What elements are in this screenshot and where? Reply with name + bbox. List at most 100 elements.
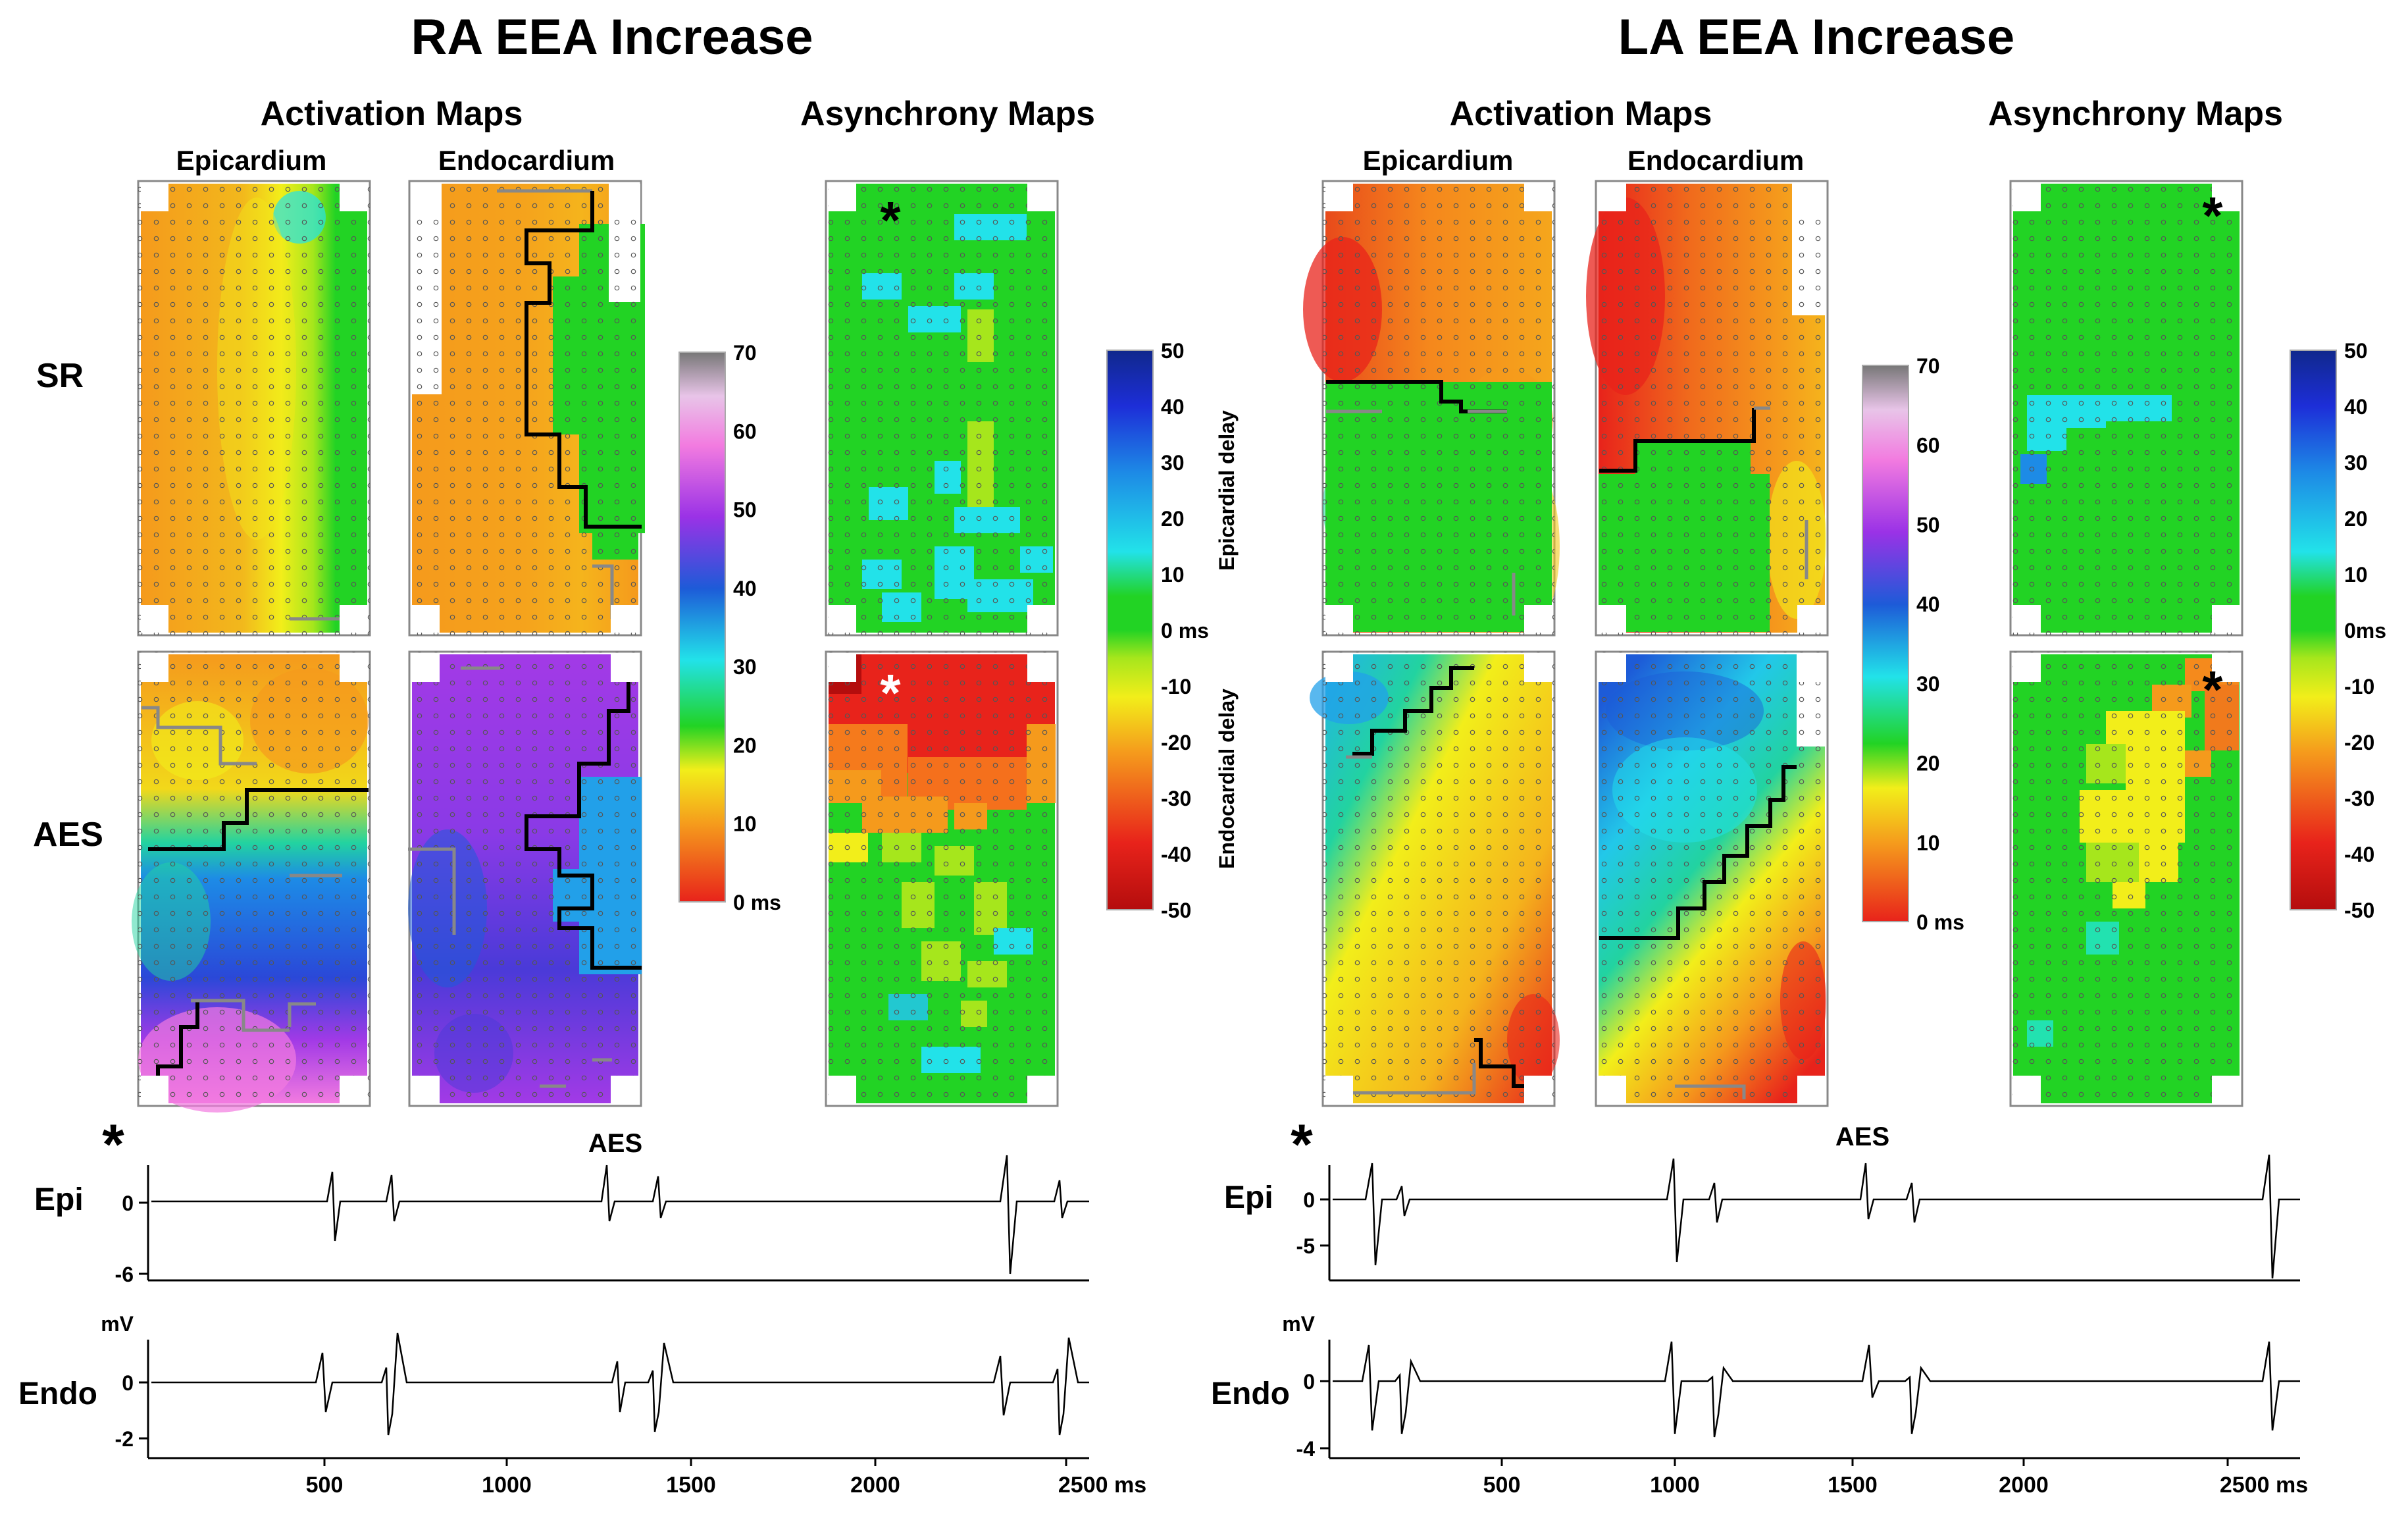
la-asynchrony-scale-tick-10: -50 [2344, 899, 2374, 922]
la-activation-scale: 70 60 50 40 30 20 10 0 ms [1862, 354, 1964, 934]
x-tick-label-0-4: 2500 ms [1058, 1473, 1146, 1498]
ra-activation-scale-tick-6: 10 [733, 812, 757, 836]
x-tick-label-1-1: 1000 [1650, 1473, 1700, 1498]
ra-activation-heading: Activation Maps [261, 95, 523, 133]
la-activation-scale-tick-2: 50 [1916, 513, 1940, 537]
la-endo-trace [1333, 1341, 2300, 1438]
ra-epi-trace [151, 1155, 1089, 1274]
epi_yticks-label-0-1: -6 [115, 1263, 134, 1286]
ra-epi-aes-map [132, 650, 371, 1113]
x-tick-label-0-1: 1000 [482, 1473, 532, 1498]
ra-activation-scale: 70 60 50 40 30 20 10 0 ms [679, 341, 781, 914]
ra-activation-scale-tick-0: 70 [733, 341, 757, 365]
la-asynchrony-scale-tick-0: 50 [2344, 339, 2368, 363]
epi_yticks-label-1-1: -5 [1296, 1234, 1315, 1258]
endo_yticks-label-0-0: mV [101, 1312, 134, 1336]
x-tick-label-0-3: 2000 [850, 1473, 900, 1498]
ra-activation-scale-tick-5: 20 [733, 733, 757, 757]
la-async-sr-map [2009, 180, 2243, 637]
ra-async-epi-delay-label: Epicardial delay [1215, 410, 1239, 571]
ra-activation-scale-tick-4: 30 [733, 655, 757, 679]
x-tick-label-1-3: 2000 [1999, 1473, 2049, 1498]
ra-asynchrony-scale-tick-7: -20 [1161, 731, 1191, 754]
la-asynchrony-scale-tick-4: 10 [2344, 563, 2368, 587]
la-asynchrony-scale-tick-7: -20 [2344, 731, 2374, 754]
ra-epi-label: Epicardium [176, 145, 327, 176]
ra-activation-scale-tick-3: 40 [733, 577, 757, 600]
ra-epi-trace-axes: 0 -6 [115, 1155, 1089, 1286]
la-asynchrony-scale-tick-5: 0ms [2344, 619, 2386, 642]
la-asynchrony-scale-tick-8: -30 [2344, 787, 2374, 810]
la-endo-aes-map [1595, 650, 1829, 1107]
ra-endo-trace-label: Endo [18, 1376, 97, 1411]
la-activation-scale-tick-4: 30 [1916, 672, 1940, 696]
la-activation-scale-tick-1: 60 [1916, 434, 1940, 458]
ra-async-endo-delay-label: Endocardial delay [1215, 689, 1239, 869]
la-endo-sr-map [1586, 180, 1829, 637]
la-title: LA EEA Increase [1618, 9, 2015, 65]
la-activation-heading: Activation Maps [1450, 95, 1712, 133]
la-asynchrony-heading: Asynchrony Maps [1988, 95, 2283, 133]
la-activation-scale-tick-6: 10 [1916, 831, 1940, 854]
x-tick-label-1-0: 500 [1483, 1473, 1521, 1498]
ra-asynchrony-heading: Asynchrony Maps [800, 95, 1095, 133]
la-async-aes-map [2009, 650, 2243, 1107]
scales-layer: 70 60 50 40 30 20 10 0 ms 50 40 30 20 10 0 ms -10 -20 -3… [679, 339, 2386, 934]
ra-endo-trace [151, 1332, 1089, 1436]
la-activation-scale-tick-5: 20 [1916, 752, 1940, 775]
la-asynchrony-scale-tick-9: -40 [2344, 843, 2374, 866]
la-epi-aes-map [1310, 650, 1560, 1107]
la-endo-label: Endocardium [1627, 145, 1804, 176]
ra-trace-star: * [102, 1113, 124, 1176]
ra-async-star-aes: * [880, 664, 901, 722]
ra-epi-trace-label: Epi [34, 1182, 84, 1217]
ra-title: RA EEA Increase [411, 9, 813, 65]
ra-endo-label: Endocardium [438, 145, 615, 176]
la-epi-sr-map [1303, 180, 1560, 637]
la-activation-scale-tick-0: 70 [1916, 354, 1940, 378]
epi_yticks-label-0-0: 0 [122, 1192, 134, 1215]
ra-async-aes-map [825, 650, 1059, 1107]
la-activation-scale-tick-3: 40 [1916, 592, 1940, 616]
la-asynchrony-scale: 50 40 30 20 10 0ms -10 -20 -30 -40 -50 [2290, 339, 2386, 922]
endo_yticks-label-0-1: 0 [122, 1371, 134, 1395]
la-epi-trace-axes: 0 -5 [1296, 1154, 2300, 1282]
traces-layer: 0 -6 mV 0 -2 500 1000 1500 2000 2500 ms 0 -5 mV 0 -4 50… [101, 1154, 2308, 1498]
la-aes-marker: AES [1835, 1122, 1889, 1151]
ra-async-star-sr: * [880, 191, 901, 249]
la-epi-trace-label: Epi [1224, 1180, 1273, 1215]
la-endo-trace-axes: mV 0 -4 500 1000 1500 2000 2500 ms [1282, 1312, 2308, 1498]
ra-activation-scale-tick-2: 50 [733, 498, 757, 522]
ra-endo-sr-map [408, 180, 645, 637]
la-endo-trace-label: Endo [1211, 1376, 1290, 1411]
ra-asynchrony-scale-tick-3: 20 [1161, 507, 1185, 531]
ra-asynchrony-scale-tick-10: -50 [1161, 899, 1191, 922]
ra-asynchrony-scale-tick-6: -10 [1161, 675, 1191, 698]
ra-asynchrony-scale-tick-1: 40 [1161, 395, 1185, 419]
ra-asynchrony-scale-tick-5: 0 ms [1161, 619, 1209, 642]
row-label-sr: SR [36, 357, 84, 395]
la-asynchrony-scale-tick-2: 30 [2344, 451, 2368, 475]
x-tick-label-0-0: 500 [306, 1473, 344, 1498]
x-tick-label-1-2: 1500 [1828, 1473, 1878, 1498]
la-epi-trace [1333, 1154, 2300, 1279]
ra-endo-trace-axes: mV 0 -2 500 1000 1500 2000 2500 ms [101, 1312, 1146, 1498]
ra-asynchrony-scale-tick-2: 30 [1161, 451, 1185, 475]
endo_yticks-label-1-1: 0 [1303, 1370, 1315, 1394]
ra-asynchrony-scale-tick-9: -40 [1161, 843, 1191, 866]
ra-activation-scale-tick-7: 0 ms [733, 891, 781, 914]
ra-aes-marker: AES [588, 1129, 642, 1158]
la-trace-star: * [1291, 1113, 1313, 1176]
la-epi-label: Epicardium [1363, 145, 1514, 176]
ra-activation-scale-tick-1: 60 [733, 419, 757, 443]
endo_yticks-label-1-0: mV [1282, 1312, 1315, 1336]
ra-endo-aes-map [408, 650, 642, 1107]
ra-epi-sr-map [137, 180, 371, 637]
ra-async-sr-map [825, 180, 1059, 637]
endo_yticks-label-1-2: -4 [1296, 1437, 1316, 1461]
la-async-star-sr: * [2202, 186, 2223, 245]
la-activation-scale-tick-7: 0 ms [1916, 910, 1964, 934]
la-asynchrony-scale-tick-1: 40 [2344, 395, 2368, 419]
